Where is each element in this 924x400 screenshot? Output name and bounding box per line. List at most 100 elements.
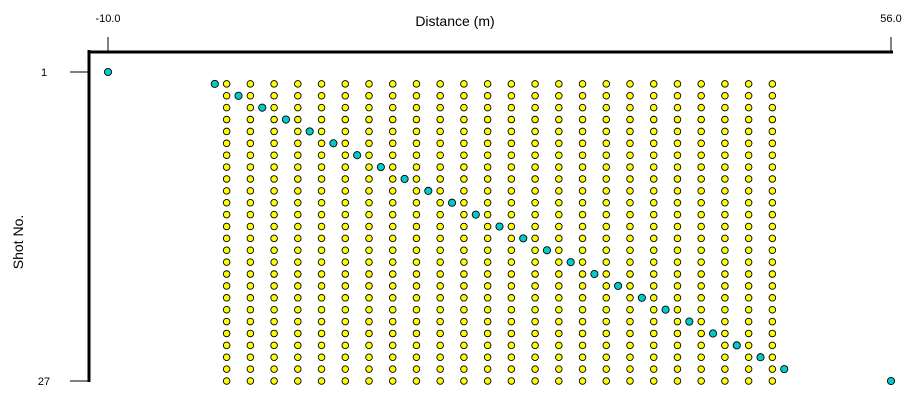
receiver-point	[768, 258, 777, 266]
receiver-point	[507, 163, 516, 171]
receiver-point	[317, 139, 326, 148]
receiver-point	[270, 365, 278, 373]
receiver-point	[412, 187, 421, 195]
receiver-point	[222, 163, 231, 171]
receiver-point	[578, 246, 587, 255]
receiver-point	[531, 270, 539, 278]
receiver-point	[388, 258, 397, 266]
receiver-point	[744, 222, 753, 231]
receiver-point	[626, 175, 634, 183]
receiver-point	[412, 246, 421, 255]
receiver-point	[365, 234, 373, 243]
receiver-point	[697, 127, 705, 136]
receiver-point	[341, 163, 350, 171]
receiver-point	[721, 234, 729, 243]
receiver-point	[436, 246, 444, 255]
receiver-point	[768, 222, 777, 231]
receiver-point	[673, 234, 682, 243]
receiver-point	[744, 258, 753, 266]
receiver-point	[483, 103, 492, 112]
receiver-point	[721, 258, 729, 266]
receiver-point	[578, 377, 587, 385]
receiver-point	[412, 258, 421, 266]
receiver-point	[531, 127, 539, 136]
receiver-point	[626, 270, 634, 278]
receiver-point	[365, 198, 373, 207]
receiver-point	[317, 329, 326, 338]
receiver-point	[721, 175, 729, 183]
receiver-point	[697, 210, 705, 219]
receiver-point	[483, 341, 492, 350]
receiver-point	[483, 294, 492, 302]
receiver-point	[222, 246, 231, 255]
receiver-point	[602, 329, 611, 338]
receiver-point	[531, 365, 539, 373]
receiver-point	[317, 92, 326, 100]
source-point	[258, 103, 267, 112]
receiver-point	[649, 115, 658, 124]
receiver-point	[578, 234, 587, 243]
receiver-point	[388, 139, 397, 148]
receiver-point	[246, 317, 255, 326]
receiver-point	[270, 151, 278, 159]
receiver-point	[602, 341, 611, 350]
receiver-point	[507, 365, 516, 373]
receiver-point	[673, 222, 682, 231]
receiver-point	[697, 258, 705, 266]
receiver-point	[626, 365, 634, 373]
source-point	[353, 151, 362, 160]
receiver-point	[436, 365, 444, 373]
receiver-point	[744, 341, 753, 350]
receiver-point	[341, 151, 350, 159]
receiver-point	[246, 329, 255, 338]
receiver-point	[388, 246, 397, 255]
receiver-point	[602, 234, 611, 243]
receiver-point	[578, 294, 587, 302]
receiver-point	[460, 294, 468, 302]
receiver-point	[602, 115, 611, 124]
receiver-point	[388, 80, 397, 88]
receiver-point	[436, 377, 444, 385]
receiver-point	[341, 317, 350, 326]
receiver-point	[531, 163, 539, 171]
receiver-point	[697, 246, 705, 255]
receiver-point	[602, 258, 611, 266]
receiver-point	[270, 294, 278, 302]
receiver-point	[649, 198, 658, 207]
receiver-point	[507, 80, 516, 88]
receiver-point	[531, 234, 539, 243]
receiver-point	[673, 329, 682, 338]
receiver-point	[531, 151, 539, 159]
receiver-point	[246, 115, 255, 124]
receiver-point	[436, 258, 444, 266]
receiver-point	[412, 92, 421, 100]
receiver-point	[483, 305, 492, 314]
receiver-point	[744, 234, 753, 243]
receiver-point	[578, 270, 587, 278]
receiver-point	[555, 353, 563, 361]
receiver-point	[460, 341, 468, 350]
source-point	[519, 234, 528, 243]
receiver-point	[483, 258, 492, 266]
receiver-point	[317, 246, 326, 255]
source-point	[732, 341, 741, 350]
receiver-point	[507, 210, 516, 219]
receiver-point	[294, 222, 302, 231]
receiver-point	[460, 222, 468, 231]
receiver-point	[365, 377, 373, 385]
receiver-point	[460, 329, 468, 338]
receiver-point	[555, 151, 563, 159]
receiver-point	[649, 341, 658, 350]
receiver-point	[578, 329, 587, 338]
receiver-point	[388, 317, 397, 326]
receiver-point	[626, 127, 634, 136]
receiver-point	[388, 103, 397, 112]
receiver-point	[483, 329, 492, 338]
receiver-point	[412, 377, 421, 385]
receiver-point	[531, 80, 539, 88]
receiver-point	[222, 282, 231, 290]
receiver-point	[294, 92, 302, 100]
receiver-point	[555, 115, 563, 124]
receiver-point	[246, 258, 255, 266]
receiver-point	[626, 151, 634, 159]
